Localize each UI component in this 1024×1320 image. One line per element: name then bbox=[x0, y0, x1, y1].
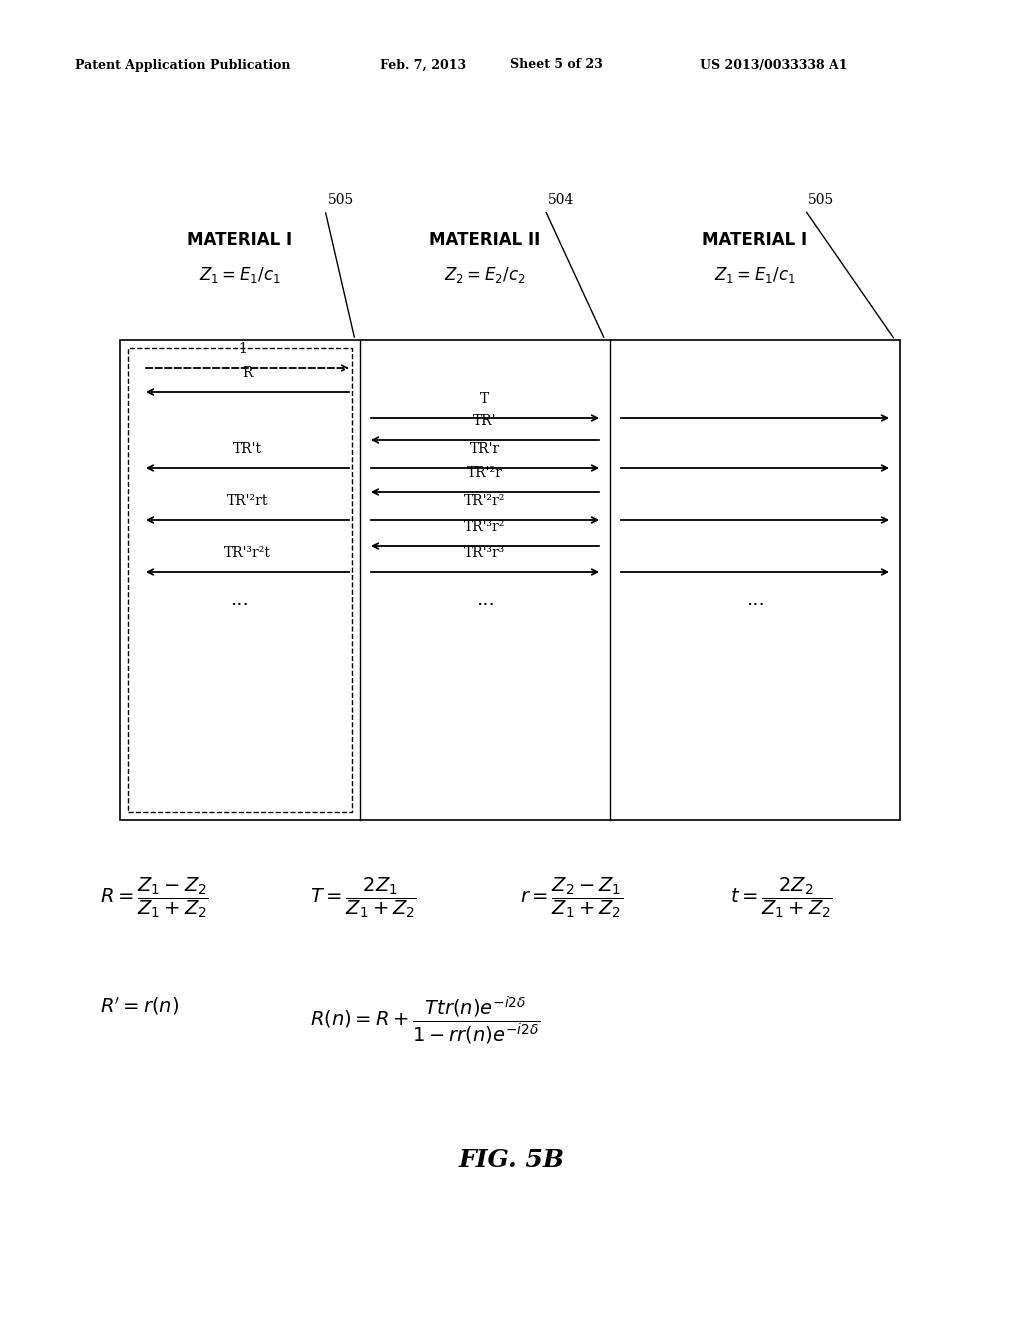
Text: MATERIAL II: MATERIAL II bbox=[429, 231, 541, 249]
Text: TR'³r³: TR'³r³ bbox=[464, 546, 506, 560]
Text: 504: 504 bbox=[548, 193, 574, 207]
Bar bbox=[128, 348, 352, 812]
Text: TR'²rt: TR'²rt bbox=[226, 494, 268, 508]
Text: Sheet 5 of 23: Sheet 5 of 23 bbox=[510, 58, 603, 71]
Text: $R = \dfrac{Z_1-Z_2}{Z_1+Z_2}$: $R = \dfrac{Z_1-Z_2}{Z_1+Z_2}$ bbox=[100, 875, 209, 920]
Text: $Z_1 = E_1/c_1$: $Z_1 = E_1/c_1$ bbox=[200, 265, 281, 285]
Text: Patent Application Publication: Patent Application Publication bbox=[75, 58, 291, 71]
Text: $T = \dfrac{2Z_1}{Z_1+Z_2}$: $T = \dfrac{2Z_1}{Z_1+Z_2}$ bbox=[310, 875, 417, 920]
Text: $R(n) = R + \dfrac{Ttr(n)e^{-i2\delta}}{1 - rr(n)e^{-i2\delta}}$: $R(n) = R + \dfrac{Ttr(n)e^{-i2\delta}}{… bbox=[310, 995, 541, 1048]
Text: MATERIAL I: MATERIAL I bbox=[187, 231, 293, 249]
Text: T: T bbox=[480, 392, 489, 407]
Bar bbox=[120, 341, 900, 820]
Text: US 2013/0033338 A1: US 2013/0033338 A1 bbox=[700, 58, 848, 71]
Text: FIG. 5B: FIG. 5B bbox=[459, 1148, 565, 1172]
Text: R: R bbox=[243, 366, 253, 380]
Text: 505: 505 bbox=[808, 193, 835, 207]
Text: $t = \dfrac{2Z_2}{Z_1+Z_2}$: $t = \dfrac{2Z_2}{Z_1+Z_2}$ bbox=[730, 875, 833, 920]
Text: $r = \dfrac{Z_2-Z_1}{Z_1+Z_2}$: $r = \dfrac{Z_2-Z_1}{Z_1+Z_2}$ bbox=[520, 875, 623, 920]
Text: TR'³r²t: TR'³r²t bbox=[224, 546, 271, 560]
Text: TR'r: TR'r bbox=[470, 442, 500, 455]
Text: MATERIAL I: MATERIAL I bbox=[702, 231, 808, 249]
Text: $Z_1 = E_1/c_1$: $Z_1 = E_1/c_1$ bbox=[714, 265, 796, 285]
Text: ...: ... bbox=[475, 591, 495, 609]
Text: Feb. 7, 2013: Feb. 7, 2013 bbox=[380, 58, 466, 71]
Text: TR'³r²: TR'³r² bbox=[464, 520, 506, 535]
Text: $R' = r(n)$: $R' = r(n)$ bbox=[100, 995, 179, 1016]
Text: TR't: TR't bbox=[233, 442, 262, 455]
Text: TR'²r²: TR'²r² bbox=[464, 494, 506, 508]
Text: $Z_2 = E_2/c_2$: $Z_2 = E_2/c_2$ bbox=[444, 265, 525, 285]
Text: ...: ... bbox=[745, 591, 764, 609]
Text: ...: ... bbox=[230, 591, 250, 609]
Text: 1: 1 bbox=[238, 342, 247, 356]
Text: TR': TR' bbox=[473, 414, 497, 428]
Text: 505: 505 bbox=[328, 193, 354, 207]
Text: TR'²r: TR'²r bbox=[467, 466, 503, 480]
